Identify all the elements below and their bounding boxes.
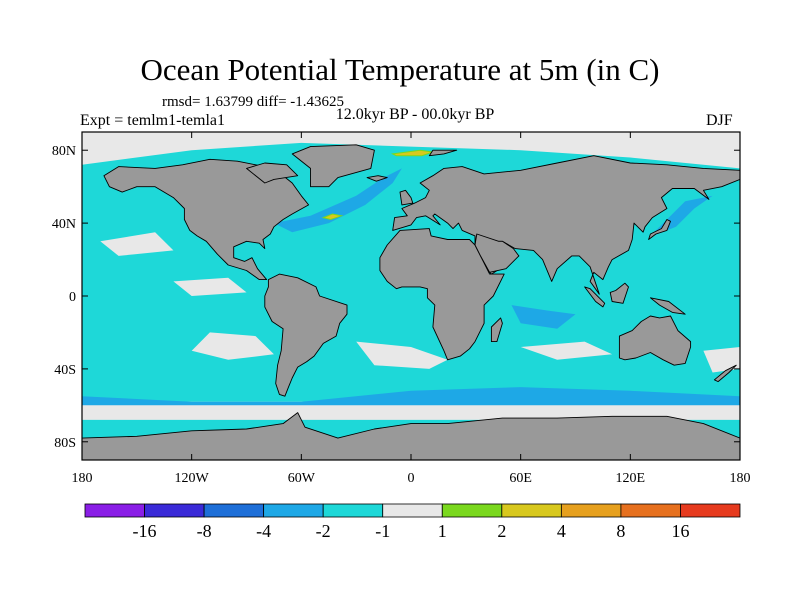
land-greenland bbox=[291, 144, 375, 188]
land-borneo bbox=[609, 282, 629, 304]
x-tick-label: 180 bbox=[72, 471, 93, 486]
colorbar-label: 1 bbox=[438, 521, 447, 541]
chart-title: Ocean Potential Temperature at 5m (in C) bbox=[140, 52, 660, 87]
land-arabian-peninsula bbox=[474, 233, 520, 273]
x-tick-label: 60W bbox=[288, 471, 316, 486]
x-tick-label: 180 bbox=[730, 471, 751, 486]
neutral-arctic-ocean bbox=[82, 132, 740, 169]
x-tick-label: 0 bbox=[408, 471, 415, 486]
neutral-subantarctic-band bbox=[82, 401, 740, 420]
colorbar: -16 -8 -4 -2 -1 1 2 4 8 16 bbox=[84, 503, 741, 541]
colorbar-label: -8 bbox=[197, 521, 212, 541]
colorbar-swatch bbox=[263, 503, 324, 518]
colorbar-swatch bbox=[382, 503, 443, 518]
land-south-america bbox=[264, 273, 348, 397]
stats-label: rmsd= 1.63799 diff= -1.43625 bbox=[162, 94, 345, 110]
colorbar-label: -2 bbox=[316, 521, 331, 541]
axes: 180 120W 60W 0 60E 120E 180 80N 40N 0 40S 80S bbox=[52, 132, 751, 486]
warm-nordic-seas-warm-anomaly bbox=[390, 149, 434, 157]
land-antarctica bbox=[82, 412, 740, 460]
colorbar-label: 16 bbox=[671, 521, 689, 541]
x-tick-label: 120E bbox=[616, 471, 646, 486]
land-madagascar bbox=[490, 317, 503, 343]
colorbar-swatch bbox=[620, 503, 681, 518]
land-eurasia bbox=[392, 155, 740, 295]
colorbar-swatch bbox=[203, 503, 265, 518]
colorbar-label: 8 bbox=[616, 521, 625, 541]
colorbar-label: -4 bbox=[256, 521, 271, 541]
y-tick-label: 40S bbox=[54, 363, 76, 378]
season-label: DJF bbox=[706, 112, 733, 129]
colorbar-swatch bbox=[501, 503, 562, 518]
period-label: 12.0kyr BP - 00.0kyr BP bbox=[335, 106, 495, 123]
colorbar-swatch bbox=[144, 503, 205, 518]
x-tick-label: 60E bbox=[509, 471, 532, 486]
map-area bbox=[82, 132, 740, 460]
y-tick-label: 80N bbox=[52, 144, 76, 159]
land-great-britain bbox=[399, 189, 414, 206]
land-africa bbox=[379, 228, 505, 361]
y-tick-label: 80S bbox=[54, 436, 76, 451]
neutral-north-pacific-patch bbox=[100, 232, 174, 256]
x-tick-label: 120W bbox=[175, 471, 210, 486]
neutral-south-pacific-patch bbox=[703, 347, 740, 373]
neutral-south-atlantic-patch bbox=[356, 341, 448, 369]
colorbar-swatch bbox=[560, 503, 622, 518]
colorbar-label: 4 bbox=[557, 521, 566, 541]
y-tick-label: 40N bbox=[52, 217, 76, 232]
land-iceland bbox=[366, 175, 388, 182]
colorbar-label: 2 bbox=[497, 521, 506, 541]
experiment-label: Expt = temlm1-temla1 bbox=[80, 112, 225, 129]
colorbar-swatch bbox=[441, 503, 503, 518]
cool-indian-ocean-cool-patch bbox=[511, 305, 576, 329]
land-japan bbox=[648, 219, 671, 240]
cool-north-atlantic-cool-band bbox=[273, 168, 402, 233]
colorbar-swatch bbox=[680, 503, 741, 518]
land-australia bbox=[618, 315, 692, 366]
land-new-guinea bbox=[649, 297, 686, 315]
land-new-zealand bbox=[713, 364, 737, 383]
colorbar-label: -16 bbox=[133, 521, 157, 541]
colorbar-swatch bbox=[84, 503, 145, 518]
warm-northwest-atlantic-warm-anomaly bbox=[321, 213, 344, 221]
y-tick-label: 0 bbox=[69, 290, 76, 305]
colorbar-label: -1 bbox=[375, 521, 390, 541]
neutral-south-indian-patch bbox=[520, 341, 613, 360]
land-baffin-island bbox=[246, 162, 299, 184]
land-sumatra bbox=[584, 286, 606, 308]
cool-southern-ocean-cool-band bbox=[82, 387, 740, 406]
neutral-southeast-pacific-patch bbox=[191, 332, 274, 360]
neutral-eastern-tropical-pacific-patch bbox=[173, 277, 247, 296]
land-svalbard bbox=[428, 149, 458, 157]
colorbar-swatch bbox=[322, 503, 384, 518]
